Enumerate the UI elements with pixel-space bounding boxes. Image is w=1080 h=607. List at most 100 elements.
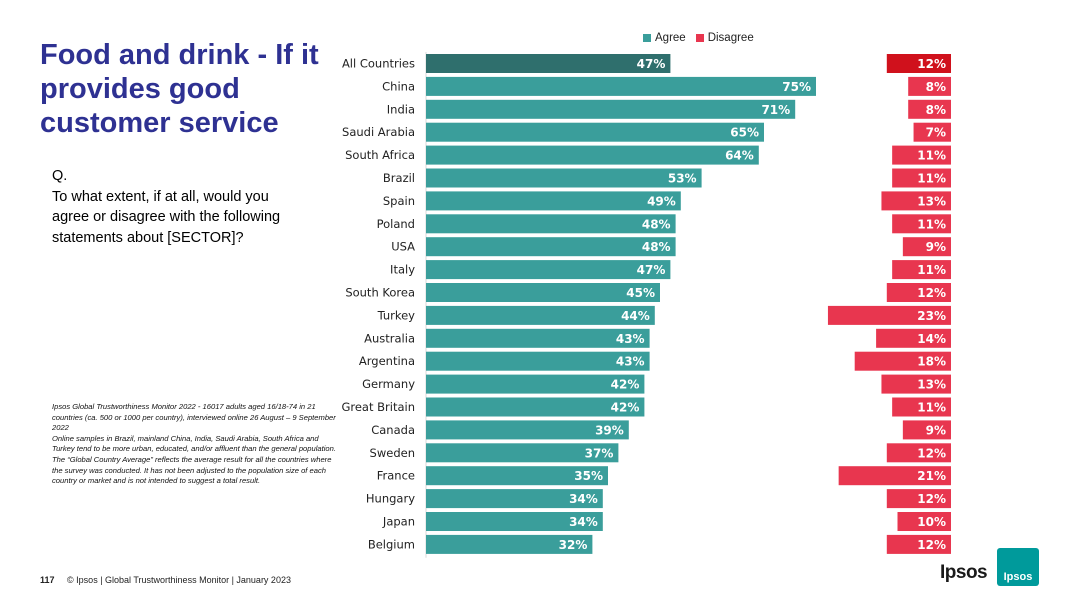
disagree-data-label: 12% [917, 57, 946, 71]
agree-bar [426, 191, 681, 211]
category-label: Canada [371, 423, 415, 437]
category-label: All Countries [342, 57, 415, 71]
agree-bar [426, 420, 629, 440]
agree-data-label: 64% [725, 149, 754, 163]
legend-swatch-agree [643, 34, 651, 42]
agree-data-label: 45% [626, 286, 655, 300]
agree-data-label: 53% [668, 172, 697, 186]
agree-data-label: 43% [616, 332, 645, 346]
page-number: 117 [40, 575, 55, 585]
disagree-bar [886, 283, 951, 302]
agree-bar [426, 443, 619, 463]
agree-data-label: 47% [637, 57, 666, 71]
disagree-data-label: 14% [917, 332, 946, 346]
agree-bar [426, 237, 676, 257]
legend-item-agree: Agree [643, 32, 686, 44]
category-label: Germany [362, 377, 415, 391]
category-label: Argentina [359, 354, 415, 368]
agree-data-label: 34% [569, 492, 598, 506]
page-title: Food and drink - If it provides good cus… [40, 39, 319, 139]
agree-data-label: 39% [595, 423, 624, 437]
disagree-data-label: 11% [917, 172, 946, 186]
category-label: Great Britain [341, 400, 415, 414]
category-label: Brazil [383, 171, 415, 185]
note-line: Online samples in Brazil, mainland China… [52, 433, 336, 454]
category-label: South Korea [345, 286, 415, 300]
category-label: Spain [383, 194, 415, 208]
agree-data-label: 43% [616, 355, 645, 369]
agree-data-label: 48% [642, 240, 671, 254]
disagree-bar [892, 397, 951, 417]
disagree-data-label: 13% [917, 194, 946, 208]
disagree-bar [854, 351, 951, 371]
disagree-bar [913, 122, 951, 142]
agree-data-label: 75% [782, 80, 811, 94]
agree-bar [426, 54, 671, 73]
agree-bar [426, 534, 593, 554]
agree-data-label: 49% [647, 194, 676, 208]
agree-bar [426, 99, 796, 119]
disagree-bar [886, 54, 951, 73]
legend-label-agree: Agree [655, 32, 686, 44]
disagree-bar [886, 489, 951, 509]
disagree-bar [876, 328, 951, 348]
disagree-data-label: 7% [926, 126, 946, 140]
disagree-data-label: 10% [917, 515, 946, 529]
agree-data-label: 47% [637, 263, 666, 277]
chart-legend: Agree Disagree [643, 32, 754, 44]
agree-data-label: 42% [611, 401, 640, 415]
note-line: The “Global Country Average” reflects th… [52, 454, 332, 486]
disagree-data-label: 23% [917, 309, 946, 323]
ipsos-logo-icon: Ipsos [997, 548, 1039, 586]
disagree-data-label: 21% [917, 469, 946, 483]
category-label: Belgium [368, 537, 415, 551]
agree-bar [426, 122, 764, 142]
disagree-bar [902, 237, 951, 257]
disagree-data-label: 18% [917, 355, 946, 369]
agree-bar [426, 328, 650, 348]
category-label: France [377, 469, 415, 483]
disagree-data-label: 12% [917, 446, 946, 460]
agree-data-label: 35% [574, 469, 603, 483]
disagree-bar [902, 420, 951, 440]
disagree-bar [897, 512, 951, 531]
agree-bar [426, 374, 645, 394]
agree-bar [426, 489, 603, 509]
disagree-data-label: 9% [926, 240, 946, 254]
agree-bar [426, 260, 671, 280]
category-label: Turkey [377, 308, 416, 322]
agree-bar [426, 283, 660, 302]
methodology-notes: Ipsos Global Trustworthiness Monitor 202… [52, 402, 342, 487]
agree-bar [426, 145, 759, 165]
legend-swatch-disagree [695, 34, 704, 42]
disagree-bar [892, 145, 951, 165]
category-label: Japan [382, 515, 415, 529]
category-label: South Africa [345, 148, 415, 162]
footer-text: © Ipsos | Global Trustworthiness Monitor… [67, 575, 291, 585]
agree-data-label: 32% [559, 538, 588, 552]
category-label: Australia [364, 331, 415, 345]
note-line: Ipsos Global Trustworthiness Monitor 202… [52, 402, 336, 433]
ipsos-logo-text: Ipsos [1003, 571, 1033, 583]
agree-bar [426, 397, 645, 417]
agree-bar [426, 466, 608, 486]
disagree-data-label: 13% [917, 378, 946, 392]
disagree-data-label: 11% [917, 149, 946, 163]
disagree-data-label: 12% [917, 538, 946, 552]
category-label: China [382, 79, 415, 93]
disagree-data-label: 12% [917, 286, 946, 300]
disagree-data-label: 11% [917, 217, 946, 231]
disagree-bar [886, 443, 951, 463]
ipsos-wordmark: Ipsos [940, 562, 988, 583]
disagree-data-label: 12% [917, 492, 946, 506]
disagree-data-label: 8% [926, 80, 946, 94]
agree-bar [426, 512, 603, 531]
footer: 117 © Ipsos | Global Trustworthiness Mon… [40, 575, 291, 585]
category-label: Hungary [366, 492, 415, 506]
disagree-data-label: 11% [917, 263, 946, 277]
category-label: Poland [377, 217, 415, 231]
disagree-bar [908, 76, 951, 96]
category-label: India [387, 102, 415, 116]
disagree-bar [908, 99, 951, 119]
